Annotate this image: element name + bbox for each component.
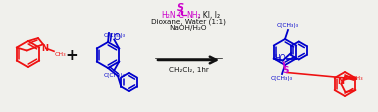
Text: S: S [282, 66, 289, 75]
Text: CH₃: CH₃ [352, 75, 363, 81]
Text: H₂N: H₂N [161, 11, 175, 19]
Text: C(CH₃)₃: C(CH₃)₃ [277, 23, 299, 28]
Text: C: C [178, 11, 183, 19]
Text: N: N [337, 76, 344, 85]
Text: S: S [177, 3, 184, 13]
Text: HO: HO [275, 54, 286, 63]
Text: C(CH₃)₃: C(CH₃)₃ [103, 32, 125, 38]
Text: Dioxane, Water (1:1): Dioxane, Water (1:1) [151, 19, 226, 25]
Text: C(CH₃)₃: C(CH₃)₃ [103, 72, 125, 78]
Text: C(CH₃)₃: C(CH₃)₃ [271, 76, 293, 81]
Text: +: + [66, 47, 78, 62]
Text: CH₂Cl₂, 1hr: CH₂Cl₂, 1hr [169, 67, 208, 73]
Text: NH₂: NH₂ [186, 11, 201, 19]
Text: O: O [113, 32, 120, 42]
Text: CH₃: CH₃ [55, 52, 67, 57]
Text: NaOH/H₂O: NaOH/H₂O [170, 25, 207, 31]
Text: N: N [41, 44, 48, 53]
Text: , KI, I₂: , KI, I₂ [197, 11, 220, 19]
